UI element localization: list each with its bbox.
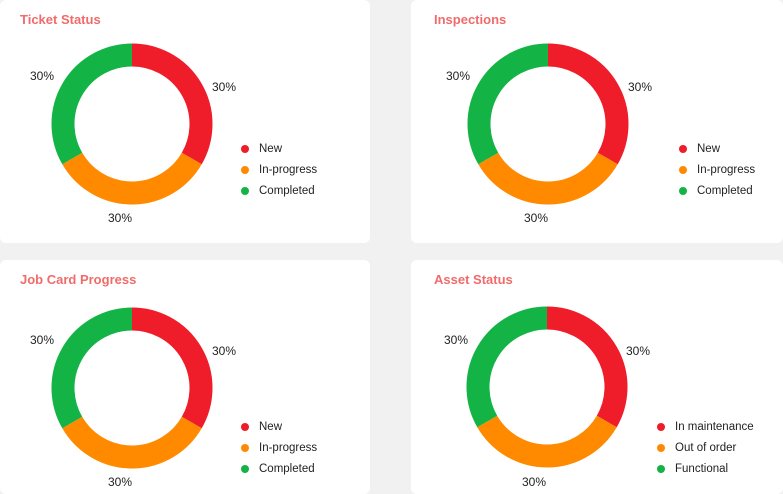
card-asset-status: Asset Status 30% 30% 30% In maintenance …: [411, 260, 783, 494]
donut-slice-out-of-order[interactable]: [477, 415, 617, 468]
pct-label-2: 30%: [29, 69, 55, 83]
legend-label: Completed: [259, 462, 315, 475]
donut-chart: [51, 307, 213, 469]
legend-item-0[interactable]: New: [241, 138, 317, 159]
pct-label-1: 30%: [107, 211, 133, 225]
legend-item-0[interactable]: New: [241, 416, 317, 437]
legend-item-0[interactable]: In maintenance: [657, 416, 754, 437]
legend-dot-red: [657, 422, 665, 431]
legend-dot-red: [679, 144, 687, 153]
pct-label-0: 30%: [211, 344, 237, 358]
legend-label: Completed: [259, 184, 315, 197]
pct-label-1: 30%: [521, 475, 547, 489]
legend-label: New: [259, 420, 283, 433]
legend-item-2[interactable]: Completed: [241, 458, 317, 479]
legend-dot-red: [241, 422, 249, 431]
legend-label: In-progress: [259, 441, 318, 454]
card-job-card-progress: Job Card Progress 30% 30% 30% New In-pro…: [0, 260, 370, 494]
legend-dot-orange: [679, 165, 687, 174]
pct-label-1: 30%: [523, 211, 549, 225]
pct-label-0: 30%: [627, 80, 653, 94]
legend-dot-green: [241, 186, 249, 195]
donut-chart: [51, 43, 213, 205]
card-ticket-status: Ticket Status 30% 30% 30% New In-progres…: [0, 0, 370, 243]
donut-slice-new[interactable]: [547, 43, 629, 165]
legend-label: In maintenance: [675, 420, 754, 433]
donut-slice-completed[interactable]: [51, 307, 133, 429]
legend-label: Functional: [675, 462, 729, 475]
legend: In maintenance Out of order Functional: [657, 416, 754, 479]
card-title: Asset Status: [434, 272, 513, 287]
pct-label-0: 30%: [625, 344, 651, 358]
legend-label: In-progress: [697, 163, 756, 176]
legend-label: Completed: [697, 184, 753, 197]
legend-dot-red: [241, 144, 249, 153]
legend-item-1[interactable]: In-progress: [679, 159, 755, 180]
legend-dot-green: [657, 464, 665, 473]
card-inspections: Inspections 30% 30% 30% New In-progress …: [411, 0, 783, 243]
donut-slice-completed[interactable]: [51, 43, 133, 165]
card-title: Job Card Progress: [20, 272, 137, 287]
legend-item-0[interactable]: New: [679, 138, 755, 159]
pct-label-1: 30%: [107, 475, 133, 489]
donut-slice-new[interactable]: [131, 43, 213, 165]
legend-item-2[interactable]: Functional: [657, 458, 754, 479]
donut-slice-in-maintenance[interactable]: [546, 306, 628, 428]
pct-label-2: 30%: [445, 69, 471, 83]
pct-label-2: 30%: [443, 333, 469, 347]
legend-item-1[interactable]: Out of order: [657, 437, 754, 458]
legend: New In-progress Completed: [679, 138, 755, 201]
legend-label: New: [259, 142, 283, 155]
card-title: Ticket Status: [20, 12, 101, 27]
donut-slice-in-progress[interactable]: [62, 152, 202, 205]
donut-slice-functional[interactable]: [466, 306, 548, 428]
legend: New In-progress Completed: [241, 138, 317, 201]
legend-item-1[interactable]: In-progress: [241, 159, 317, 180]
card-title: Inspections: [434, 12, 507, 27]
donut-slice-new[interactable]: [131, 307, 213, 429]
pct-label-0: 30%: [211, 80, 237, 94]
legend-dot-orange: [241, 165, 249, 174]
legend-label: New: [697, 142, 721, 155]
donut-chart: [467, 43, 629, 205]
legend-dot-orange: [241, 443, 249, 452]
donut-chart: [466, 306, 628, 468]
pct-label-2: 30%: [29, 333, 55, 347]
legend-dot-green: [679, 186, 687, 195]
donut-slice-in-progress[interactable]: [62, 416, 202, 469]
legend-item-2[interactable]: Completed: [241, 180, 317, 201]
legend-label: Out of order: [675, 441, 737, 454]
legend-label: In-progress: [259, 163, 318, 176]
legend: New In-progress Completed: [241, 416, 317, 479]
donut-slice-in-progress[interactable]: [478, 152, 618, 205]
donut-slice-completed[interactable]: [467, 43, 549, 165]
legend-dot-orange: [657, 443, 665, 452]
legend-dot-green: [241, 464, 249, 473]
legend-item-2[interactable]: Completed: [679, 180, 755, 201]
legend-item-1[interactable]: In-progress: [241, 437, 317, 458]
